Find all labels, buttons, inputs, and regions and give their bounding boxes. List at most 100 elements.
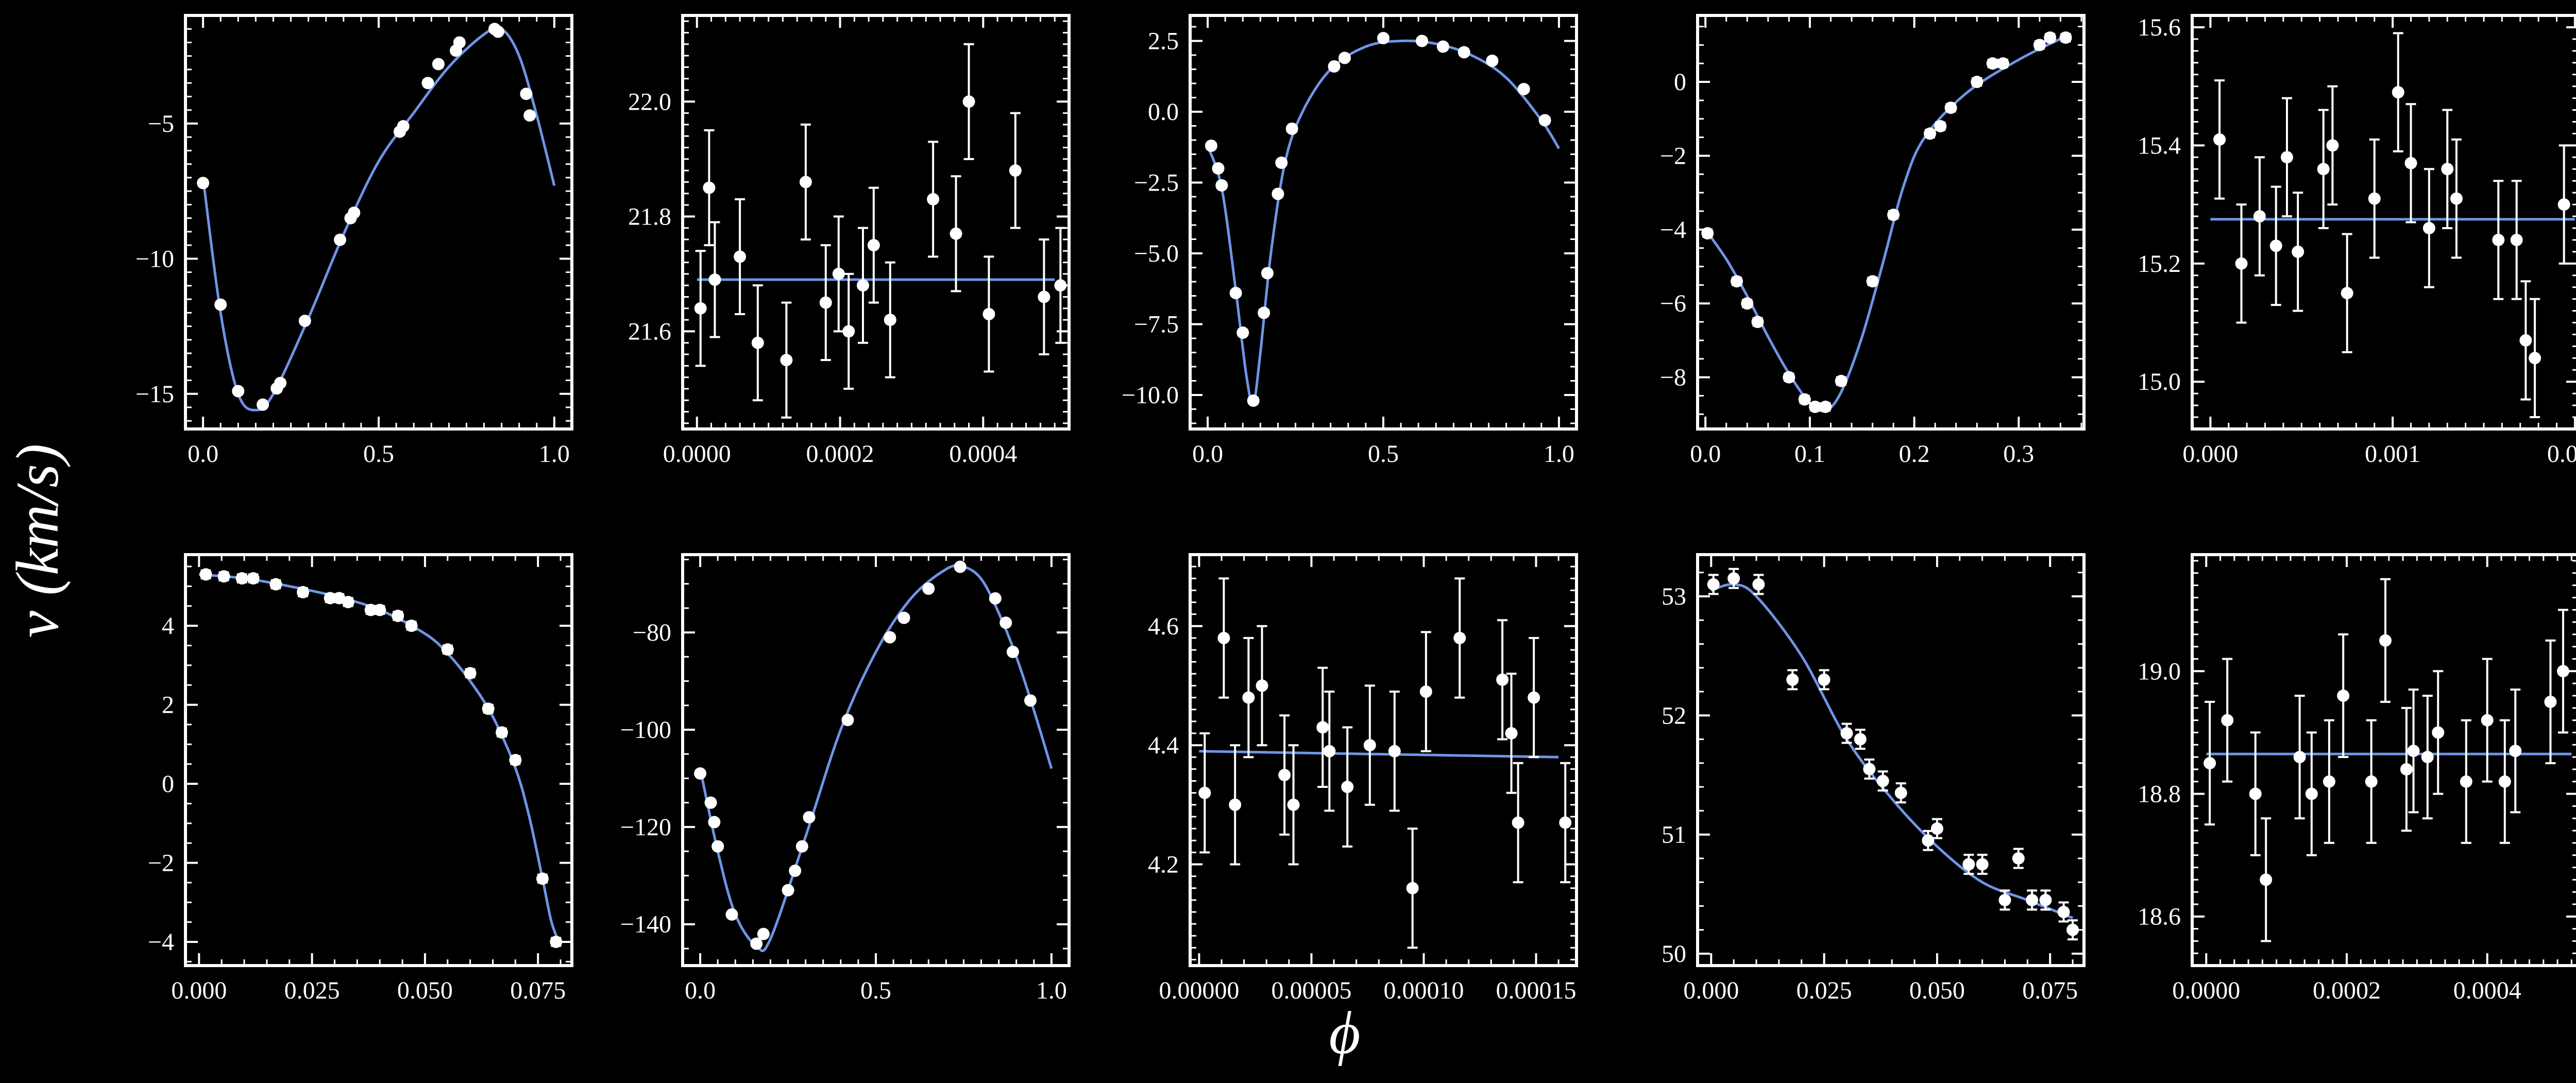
data-marker: [2012, 852, 2025, 865]
data-point: [999, 616, 1012, 629]
x-tick-label: 0.0: [188, 440, 218, 468]
data-point: [1217, 577, 1230, 699]
y-tick-label: 0.0: [1148, 98, 1179, 126]
y-tick-label: 21.8: [628, 203, 671, 230]
data-marker: [857, 279, 869, 292]
x-tick-label: 0.0004: [2453, 977, 2521, 1004]
data-marker: [999, 616, 1012, 629]
data-point: [1205, 140, 1217, 152]
data-marker: [1024, 694, 1037, 707]
data-point: [954, 560, 967, 573]
data-marker: [2260, 873, 2273, 886]
data-point: [2337, 633, 2350, 759]
data-marker: [703, 181, 716, 194]
data-point: [453, 36, 466, 49]
data-point: [1517, 83, 1530, 95]
data-point: [441, 643, 454, 656]
y-tick-label: 4: [162, 612, 174, 640]
data-marker: [2392, 86, 2404, 99]
y-tick-label: 2: [162, 692, 174, 719]
data-marker: [1272, 187, 1284, 200]
data-marker: [711, 840, 724, 853]
data-point: [857, 227, 869, 344]
y-tick-label: −2: [148, 850, 174, 877]
data-point: [197, 177, 210, 190]
data-marker: [509, 754, 522, 766]
data-point: [708, 221, 721, 338]
data-point: [2057, 901, 2070, 923]
data-point: [2450, 138, 2463, 259]
data-point: [2253, 156, 2266, 277]
x-tick-label: 0.050: [397, 977, 453, 1004]
x-tick-label: 1.0: [1544, 440, 1574, 468]
x-tick-label: 0.0: [1192, 440, 1223, 468]
y-tick-label: −5: [148, 110, 174, 137]
data-marker: [520, 88, 533, 100]
data-point: [2557, 144, 2570, 265]
data-marker: [1727, 572, 1740, 585]
data-marker: [750, 937, 763, 950]
data-marker: [1840, 727, 1853, 740]
data-point: [1998, 889, 2011, 911]
data-marker: [1009, 164, 1022, 177]
data-marker: [884, 314, 896, 326]
data-point: [2317, 109, 2330, 229]
data-marker: [2544, 695, 2557, 708]
data-marker: [2498, 775, 2511, 788]
data-marker: [2269, 239, 2282, 252]
data-marker: [2421, 751, 2434, 764]
data-marker: [232, 385, 245, 398]
data-marker: [441, 643, 454, 656]
data-marker: [1054, 279, 1067, 292]
data-point: [1406, 828, 1419, 949]
data-marker: [536, 872, 549, 885]
data-point: [550, 935, 563, 948]
data-point: [1512, 762, 1524, 884]
x-tick-label: 0.5: [1368, 440, 1399, 468]
data-marker: [1512, 816, 1524, 829]
data-marker: [950, 227, 962, 240]
data-marker: [453, 36, 466, 49]
data-point: [1338, 51, 1351, 64]
data-marker: [795, 840, 808, 853]
data-point: [725, 908, 738, 921]
data-marker: [2323, 775, 2335, 788]
data-marker: [2305, 787, 2318, 800]
y-tick-label: 4.6: [1148, 613, 1179, 640]
data-point: [2421, 694, 2434, 820]
data-point: [2326, 85, 2339, 206]
data-marker: [298, 315, 311, 328]
data-marker: [1328, 60, 1341, 73]
x-tick-label: 0.0: [1690, 440, 1721, 468]
data-marker: [757, 927, 770, 940]
data-point: [867, 186, 880, 304]
panel-9: 0.000 0.025 0.050 0.075 53 52 51 50: [1662, 553, 2086, 1004]
data-point: [2544, 639, 2557, 764]
data-point: [232, 385, 245, 398]
data-point: [1328, 60, 1341, 73]
data-marker: [2293, 751, 2306, 764]
panel-6: 0.000 0.025 0.050 0.075 4 2 0 −2 −4: [148, 553, 573, 1004]
data-marker: [2292, 245, 2304, 258]
data-point: [1009, 112, 1022, 229]
data-marker: [1517, 83, 1530, 95]
y-tick-label: −5.0: [1134, 240, 1179, 267]
data-point: [274, 376, 287, 389]
panel-10: 0.0000 0.0002 0.0004 19.0 18.8 18.6: [2138, 553, 2576, 1004]
data-marker: [1930, 822, 1943, 835]
x-tick-label: 0.00000: [1159, 977, 1239, 1004]
data-point: [2379, 578, 2392, 703]
data-point: [217, 570, 230, 583]
data-marker: [1285, 123, 1298, 135]
data-point: [2498, 719, 2511, 844]
data-point: [1835, 374, 1848, 387]
data-point: [751, 284, 764, 402]
data-point: [1930, 818, 1943, 839]
data-point: [405, 620, 418, 632]
axes-frame: [1189, 553, 1578, 967]
y-tick-label: 0: [162, 770, 174, 798]
y-tick-label: 51: [1662, 821, 1686, 849]
data-marker: [2057, 905, 2070, 918]
data-marker: [2441, 163, 2454, 176]
